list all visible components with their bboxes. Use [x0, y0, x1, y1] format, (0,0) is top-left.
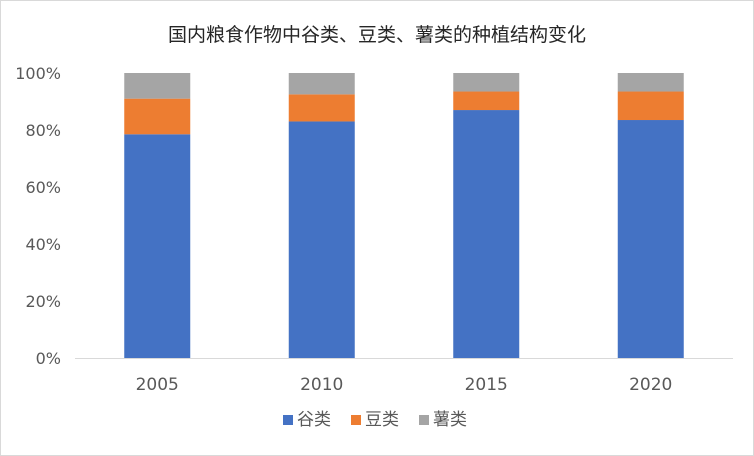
x-axis-ticks: 2005 2010 2015 2020 — [136, 375, 673, 395]
y-tick-label: 80% — [25, 121, 61, 140]
bar-segment — [288, 121, 355, 358]
bars — [124, 73, 684, 359]
legend-label: 谷类 — [297, 410, 331, 430]
bar-segment — [617, 91, 684, 121]
bar-segment — [453, 73, 520, 92]
chart-title: 国内粮食作物中谷类、豆类、薯类的种植结构变化 — [167, 24, 586, 46]
legend: 谷类 豆类 薯类 — [283, 410, 467, 430]
bar-segment — [124, 134, 191, 358]
bar-segment — [288, 94, 355, 122]
y-tick-label: 20% — [25, 292, 61, 311]
legend-item: 谷类 — [283, 410, 331, 430]
legend-item: 豆类 — [351, 410, 399, 430]
y-tick-label: 0% — [36, 349, 61, 368]
y-tick-label: 100% — [15, 64, 61, 83]
bar-segment — [453, 91, 520, 111]
bar-segment — [124, 98, 191, 135]
x-tick-label: 2005 — [136, 375, 179, 395]
bar-segment — [124, 73, 191, 99]
x-tick-label: 2010 — [300, 375, 343, 395]
bar-segment — [617, 73, 684, 92]
legend-label: 薯类 — [433, 410, 467, 430]
legend-swatch — [419, 415, 429, 425]
x-tick-label: 2015 — [465, 375, 508, 395]
legend-label: 豆类 — [365, 410, 399, 430]
y-tick-label: 60% — [25, 178, 61, 197]
legend-item: 薯类 — [419, 410, 467, 430]
y-axis-ticks: 0% 20% 40% 60% 80% 100% — [15, 64, 61, 368]
bar-segment — [617, 120, 684, 359]
bar-segment — [453, 110, 520, 358]
bar-segment — [288, 73, 355, 95]
x-tick-label: 2020 — [629, 375, 672, 395]
y-tick-label: 40% — [25, 235, 61, 254]
legend-swatch — [351, 415, 361, 425]
legend-swatch — [283, 415, 293, 425]
